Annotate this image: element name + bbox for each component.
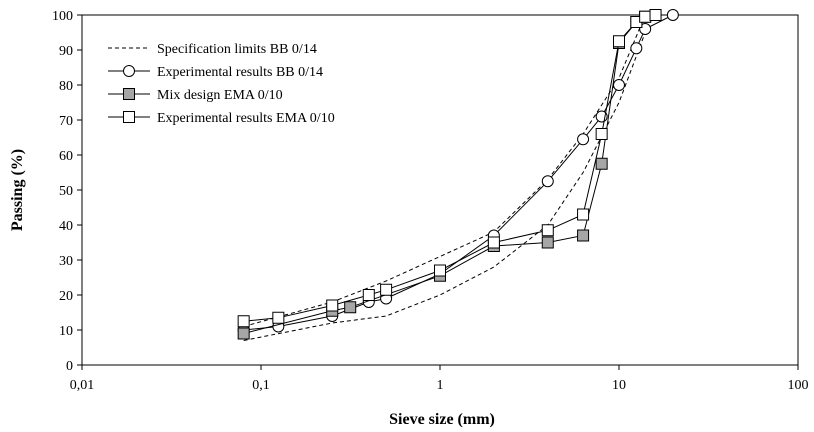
y-tick-label: 0 [66, 359, 73, 374]
data-point [577, 133, 590, 146]
y-tick-label: 90 [59, 44, 73, 59]
y-axis-title: Passing (%) [9, 149, 26, 231]
y-tick-label: 10 [59, 324, 73, 339]
y-tick-label: 70 [59, 114, 73, 129]
series-line [243, 14, 656, 322]
data-point [666, 9, 679, 21]
x-axis-title: Sieve size (mm) [389, 411, 495, 428]
legend-label: Experimental results EMA 0/10 [157, 111, 335, 126]
series-2 [237, 9, 679, 336]
legend-item: Experimental results BB 0/14 [108, 65, 323, 80]
legend-marker [123, 65, 135, 77]
series-line [243, 14, 674, 331]
data-point [237, 315, 250, 328]
data-point [613, 35, 625, 48]
data-point [595, 128, 608, 140]
data-point [613, 79, 625, 91]
data-point [630, 42, 643, 55]
data-point [344, 301, 357, 314]
y-tick-label: 80 [59, 79, 73, 94]
data-point [487, 236, 500, 249]
data-point [577, 229, 590, 242]
series-1 [243, 14, 646, 341]
data-point [362, 289, 375, 301]
y-tick-label: 30 [59, 254, 73, 269]
series-4 [237, 9, 662, 328]
y-tick-label: 60 [59, 149, 73, 164]
data-point [541, 236, 554, 249]
data-point [649, 9, 662, 21]
y-tick-label: 40 [59, 219, 73, 234]
data-point [326, 299, 339, 312]
x-tick-label: 100 [788, 378, 809, 393]
legend-label: Specification limits BB 0/14 [157, 42, 317, 57]
data-point [577, 208, 590, 221]
legend-label: Experimental results BB 0/14 [157, 65, 323, 80]
data-point [434, 264, 446, 277]
y-tick-label: 100 [52, 9, 73, 24]
x-tick-label: 1 [437, 378, 444, 393]
legend-item: Specification limits BB 0/14 [108, 42, 317, 57]
series-layer [237, 9, 679, 341]
y-axis: 0 10 20 30 40 50 60 70 80 90 100 [52, 9, 82, 374]
series-line [243, 14, 656, 334]
series-line [243, 32, 646, 341]
legend-label: Mix design EMA 0/10 [157, 88, 283, 103]
legend-item: Mix design EMA 0/10 [108, 88, 283, 103]
x-tick-label: 10 [612, 378, 626, 393]
x-tick-label: 0,1 [252, 378, 270, 393]
legend-item: Experimental results EMA 0/10 [108, 111, 335, 126]
data-point [380, 283, 393, 296]
data-point [272, 311, 285, 324]
legend-marker [123, 88, 135, 100]
data-point [639, 10, 652, 23]
legend: Specification limits BB 0/14 Experimental… [108, 42, 335, 126]
data-point [237, 327, 250, 340]
x-axis: 0,01 0,1 1 10 100 [70, 365, 809, 393]
y-tick-label: 20 [59, 289, 73, 304]
y-tick-label: 50 [59, 184, 73, 199]
data-point [595, 157, 608, 170]
legend-marker [123, 111, 135, 123]
x-tick-label: 0,01 [70, 378, 95, 393]
data-point [541, 224, 554, 237]
data-point [541, 175, 554, 188]
data-point [639, 23, 652, 35]
